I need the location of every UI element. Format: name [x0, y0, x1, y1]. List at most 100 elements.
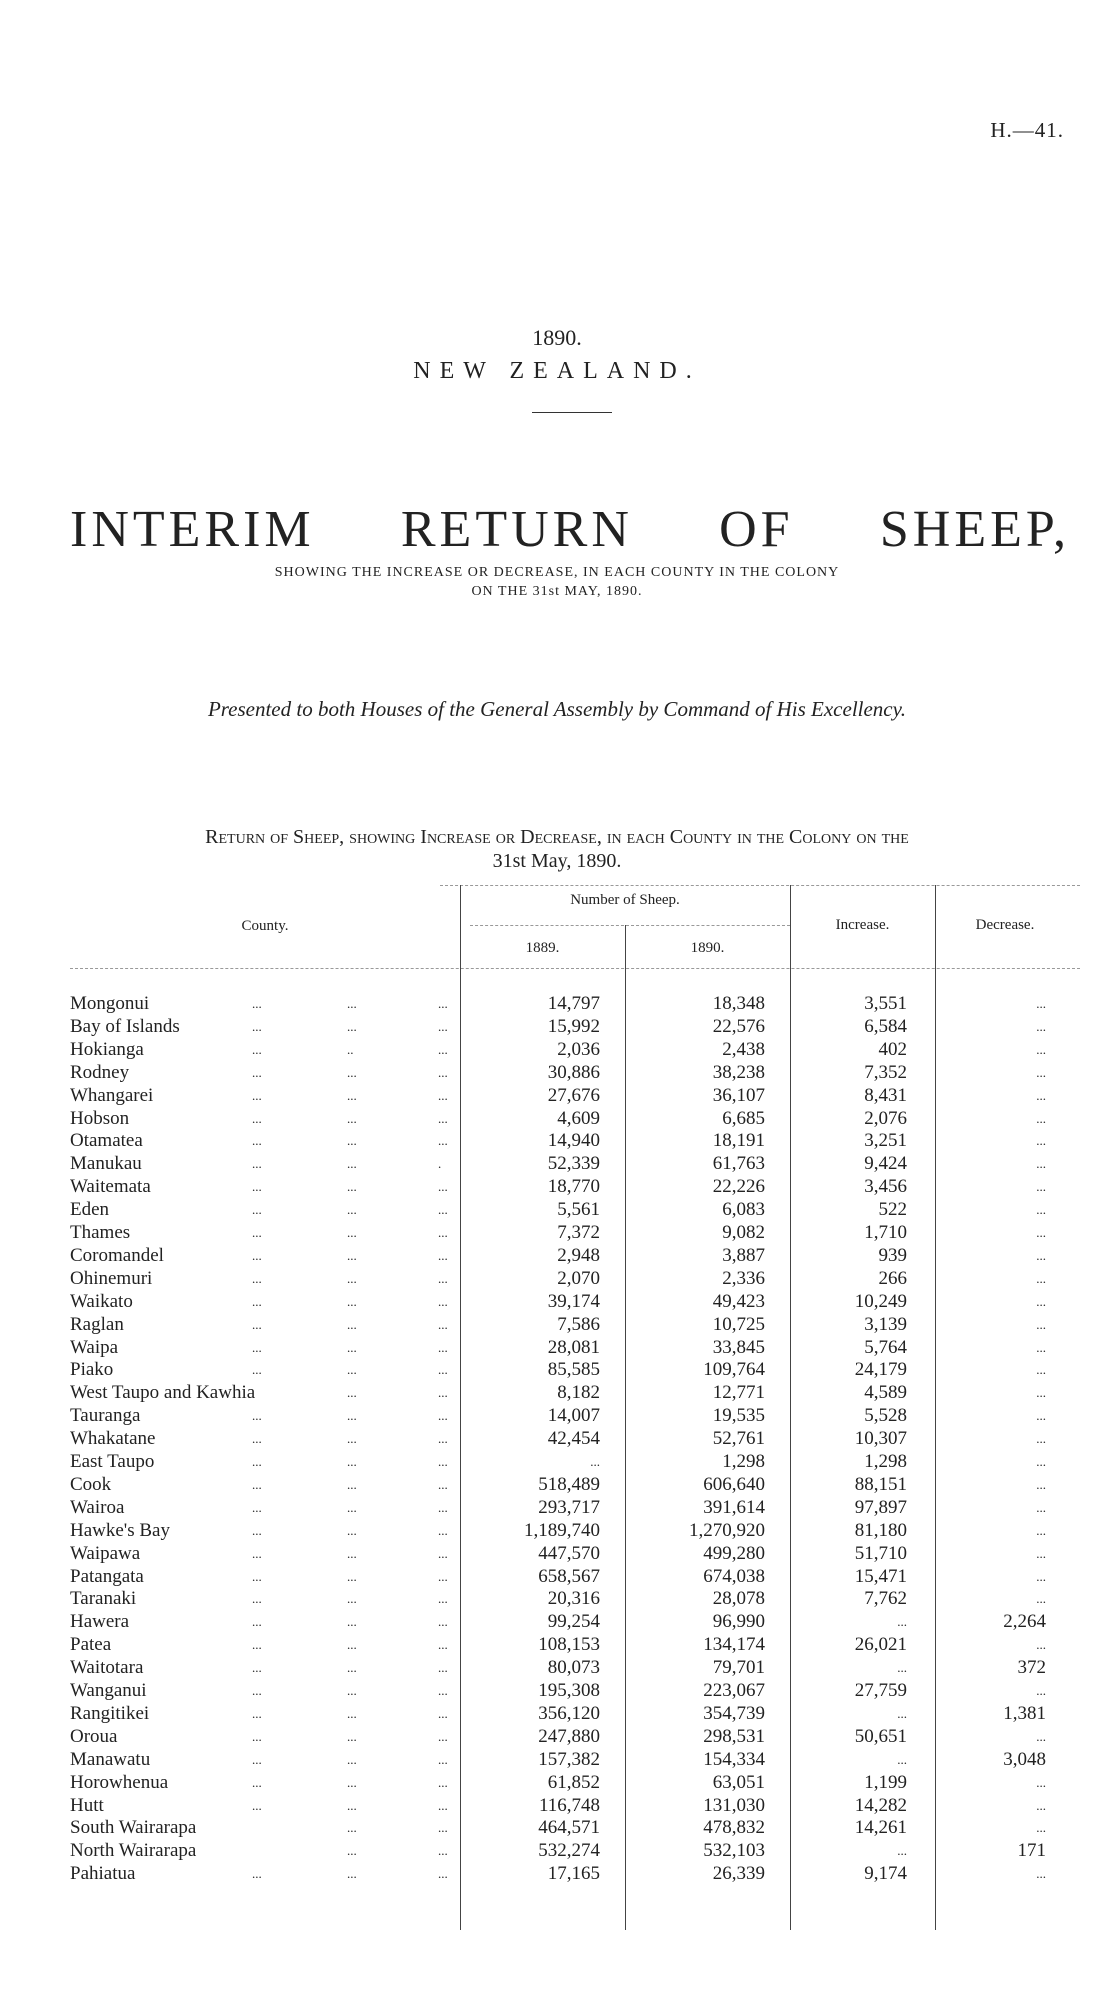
header-increase: Increase.: [835, 917, 890, 933]
county-name: East Taupo: [70, 1451, 155, 1472]
return-heading-line-1: Return of Sheep, showing Increase or Dec…: [205, 826, 909, 848]
sheep-1889: 108,153: [538, 1634, 600, 1656]
county-name: Eden: [70, 1199, 110, 1221]
leader-dots: ...: [438, 1225, 448, 1240]
table-top-rule: [440, 885, 1080, 886]
sheep-1889: 8,182: [557, 1382, 600, 1404]
county-name: Hawera: [70, 1611, 130, 1633]
sheep-1889: 52,339: [547, 1153, 600, 1175]
increase: 522: [878, 1199, 908, 1221]
table-row: Waikato......... 39,174 49,423 10,249...: [70, 1290, 1070, 1313]
table-row: Waitotara......... 80,073 79,701... 372: [70, 1656, 1070, 1679]
table-row: Raglan......... 7,586 10,725 3,139...: [70, 1313, 1070, 1336]
leader-dots: ...: [252, 1774, 262, 1790]
increase: 9,424: [864, 1153, 907, 1175]
leader-dots: ...: [347, 1499, 357, 1515]
decrease: ...: [1036, 1064, 1046, 1080]
county-name: Otamatea: [70, 1130, 143, 1152]
leader-dots: ...: [438, 1705, 448, 1721]
leader-dots: ...: [438, 1499, 448, 1515]
county-name: Manawatu: [70, 1748, 151, 1770]
increase: 3,551: [864, 993, 907, 1014]
decrease: ...: [1036, 1820, 1046, 1836]
leader-dots: ...: [252, 1087, 262, 1103]
leader-dots: ...: [438, 1660, 448, 1676]
county-name: Patea: [70, 1634, 112, 1656]
leader-dots: ...: [438, 1385, 448, 1401]
leader-dots: ...: [252, 1522, 262, 1538]
leader-dots: ...: [347, 1225, 357, 1240]
sheep-1890: 52,761: [712, 1428, 765, 1450]
sheep-1889: 658,567: [538, 1565, 600, 1587]
leader-dots: ...: [347, 1179, 357, 1195]
leader-dots: ...: [438, 996, 448, 1011]
leader-dots: ...: [347, 1133, 357, 1149]
increase: 6,584: [864, 1015, 907, 1037]
increase: ...: [897, 1660, 907, 1676]
decrease: 2,264: [1003, 1611, 1046, 1633]
leader-dots: ...: [347, 1522, 357, 1538]
leader-dots: ...: [252, 1545, 262, 1561]
decrease: ...: [1036, 1018, 1046, 1034]
leader-dots: ...: [252, 1156, 262, 1172]
leader-dots: ...: [438, 1018, 448, 1034]
sheep-1889: 18,770: [547, 1176, 600, 1198]
column-divider: [935, 885, 936, 1930]
table-row: Otamatea......... 14,940 18,191 3,251...: [70, 1129, 1070, 1152]
sheep-1890: 674,038: [703, 1565, 765, 1587]
sheep-1889: 2,948: [557, 1244, 600, 1266]
leader-dots: ...: [252, 1247, 262, 1263]
leader-dots: ...: [252, 1018, 262, 1034]
sheep-1889: 17,165: [547, 1863, 600, 1885]
table-row: Coromandel......... 2,948 3,887 939...: [70, 1244, 1070, 1267]
leader-dots: ...: [252, 1591, 262, 1607]
county-name: Horowhenua: [70, 1771, 169, 1793]
sheep-1889: 157,382: [538, 1748, 600, 1770]
leader-dots: ...: [347, 1316, 357, 1332]
leader-dots: ...: [252, 1225, 262, 1240]
county-name: Coromandel: [70, 1244, 164, 1266]
sheep-1889: 2,070: [557, 1267, 600, 1289]
increase: 3,251: [864, 1130, 907, 1152]
sheep-1890: 298,531: [703, 1725, 765, 1747]
decrease: ...: [1036, 1110, 1046, 1126]
county-name: Wairoa: [70, 1496, 125, 1518]
leader-dots: ...: [347, 1751, 357, 1767]
increase: 8,431: [864, 1084, 907, 1106]
county-name: Waitotara: [70, 1657, 144, 1679]
increase: 15,471: [854, 1565, 907, 1587]
sheep-1890: 26,339: [712, 1863, 765, 1885]
decrease: ...: [1036, 1247, 1046, 1263]
sheep-1889: 14,940: [547, 1130, 600, 1152]
county-name: Rangitikei: [70, 1702, 150, 1724]
leader-dots: ...: [347, 1454, 357, 1469]
sheep-1890: 49,423: [712, 1290, 765, 1312]
sheep-1890: 12,771: [712, 1382, 765, 1404]
decrease: ...: [1036, 1087, 1046, 1103]
increase: 2,076: [864, 1107, 907, 1129]
leader-dots: ...: [347, 1064, 357, 1080]
leader-dots: ...: [252, 1499, 262, 1515]
sheep-1890: 36,107: [712, 1084, 765, 1106]
leader-dots: ...: [438, 1774, 448, 1790]
increase: 7,762: [864, 1588, 907, 1610]
leader-dots: ...: [252, 1797, 262, 1813]
leader-dots: ...: [347, 1660, 357, 1676]
leader-dots: ...: [252, 1041, 262, 1057]
leader-dots: ...: [438, 1064, 448, 1080]
sheep-1890: 2,438: [722, 1038, 765, 1060]
increase: 3,139: [864, 1313, 907, 1335]
table-row: Hawke's Bay......... 1,189,740 1,270,920 81…: [70, 1519, 1070, 1542]
sheep-1890: 478,832: [703, 1817, 765, 1839]
leader-dots: ...: [438, 1728, 448, 1744]
subtitle-line-2: ON THE 31st MAY, 1890.: [471, 584, 643, 599]
decrease: ...: [1036, 1270, 1046, 1286]
increase: 26,021: [854, 1634, 907, 1656]
sheep-1889: 20,316: [547, 1588, 600, 1610]
decrease: ...: [1036, 996, 1046, 1011]
leader-dots: ...: [252, 1133, 262, 1149]
table-row: Pahiatua......... 17,165 26,339 9,174...: [70, 1862, 1070, 1885]
decrease: ...: [1036, 1316, 1046, 1332]
header-county: County.: [241, 918, 289, 934]
leader-dots: ...: [438, 1843, 448, 1859]
